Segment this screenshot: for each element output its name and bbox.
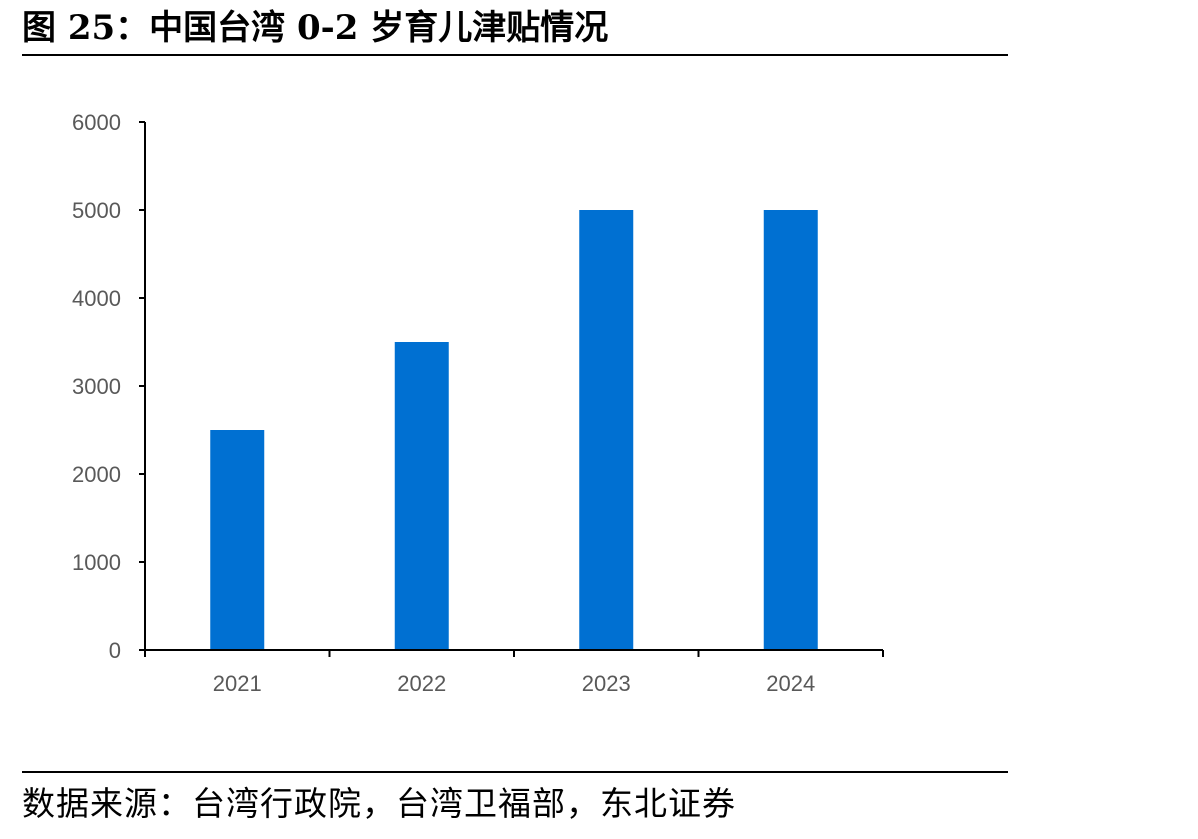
labels-layer: 0 1000 2000 3000 4000 5000 6000 2021 2022 2023 202… xyxy=(72,110,815,696)
source-rule xyxy=(22,771,1008,773)
bars-layer xyxy=(210,210,818,650)
y-tick-label: 1000 xyxy=(72,550,121,575)
y-tick-label: 3000 xyxy=(72,374,121,399)
y-tick-label: 4000 xyxy=(72,286,121,311)
x-tick-label: 2022 xyxy=(397,671,446,696)
x-tick-label: 2021 xyxy=(213,671,262,696)
y-tick-label: 2000 xyxy=(72,462,121,487)
title-rule xyxy=(22,54,1008,56)
y-tick-label: 5000 xyxy=(72,198,121,223)
bar-2023 xyxy=(579,210,634,650)
bar-2024 xyxy=(763,210,818,650)
y-tick-label: 0 xyxy=(109,638,121,663)
source-note: 数据来源：台湾行政院，台湾卫福部，东北证券 xyxy=(22,784,736,823)
axes-layer xyxy=(139,121,884,657)
y-tick-label: 6000 xyxy=(72,110,121,135)
x-tick-label: 2024 xyxy=(766,671,815,696)
bar-2021 xyxy=(210,430,265,650)
figure-title: 图 25：中国台湾 0-2 岁育儿津贴情况 xyxy=(22,8,609,48)
bar-chart: 0 1000 2000 3000 4000 5000 6000 2021 2022 2023 202… xyxy=(72,110,884,696)
bar-2022 xyxy=(394,342,449,650)
x-tick-label: 2023 xyxy=(582,671,631,696)
